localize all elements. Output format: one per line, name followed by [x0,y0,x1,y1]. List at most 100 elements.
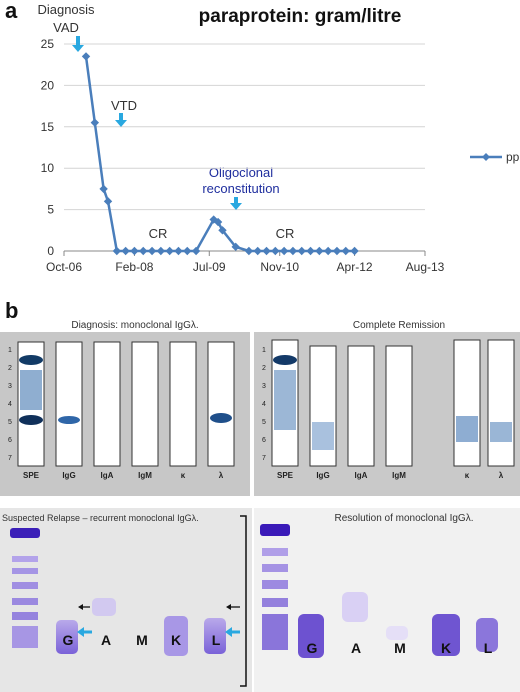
gel-resolution-caption: Resolution of monoclonal IgGλ. [334,513,474,524]
data-point [297,246,306,256]
x-tick-label: Oct-06 [46,260,82,274]
gel-remission-ladder: 1 2 3 4 5 6 7 [262,347,266,462]
data-point [262,246,271,256]
lane-label-kappa: κ [180,471,186,480]
lane-label-g: G [306,640,318,656]
data-point [191,246,201,256]
y-tick-label: 20 [41,78,55,92]
data-point [288,246,298,256]
band-g [298,614,324,658]
data-point [121,246,130,256]
data-point [244,246,254,256]
lane-igm [131,341,159,467]
lane-label-a: A [100,632,112,648]
ladder-mark-6: 6 [262,437,266,444]
y-tick-label: 0 [47,244,54,258]
lane-lambda [487,339,515,467]
band-k [164,616,188,656]
gel-complete-remission: Complete Remission 1 2 3 4 5 6 7 SPE IgG… [254,318,520,496]
arrow-vtd-icon [115,113,127,127]
annotation-vtd: VTD [111,98,137,113]
gel-diagnosis-caption: Diagnosis: monoclonal IgGλ. [71,320,199,331]
ladder-mark-4: 4 [262,401,266,408]
data-point [271,246,280,256]
band-a [342,592,368,622]
x-tick-label: Feb-08 [115,260,153,274]
lane-label-l: L [211,632,221,648]
x-tick-label: Nov-10 [260,260,299,274]
ladder-mark-7: 7 [262,455,266,462]
data-point [156,246,166,256]
data-point [147,246,157,256]
band-m [386,626,408,640]
annotation-cr-2: CR [276,226,295,241]
lane-label-k: K [170,632,182,648]
data-point [139,246,148,256]
data-point [90,118,100,127]
gel-remission-caption: Complete Remission [352,320,446,331]
lane-igm [385,345,413,467]
gel-diagnosis: Diagnosis: monoclonal IgGλ. 1 2 3 4 5 6 … [0,318,250,496]
data-point [279,246,289,256]
ladder-mark-6: 6 [8,437,12,444]
ladder-mark-2: 2 [262,365,266,372]
annotation-reconstitution: reconstitution [202,181,279,196]
ladder-mark-1: 1 [8,347,12,354]
lane-label-iga: IgA [100,471,114,480]
band-l [204,618,226,654]
panel-letter-b: b [5,298,19,323]
y-tick-label: 5 [47,203,54,217]
lane-label-a: A [350,640,362,656]
data-point [165,246,174,256]
ladder-mark-5: 5 [262,419,266,426]
x-tick-label: Aug-13 [406,260,445,274]
x-tick-label: Apr-12 [337,260,373,274]
lane-label-igg: IgG [316,471,330,480]
arrow-blue-g-icon [77,627,92,637]
lane-kappa [169,341,197,467]
lane-label-kappa: κ [464,471,470,480]
chart-title: paraprotein: gram/litre [199,6,402,27]
lane-label-spe: SPE [22,471,39,480]
x-tick-label: Jul-09 [193,260,226,274]
data-point [183,246,192,256]
ladder-mark-3: 3 [262,383,266,390]
panel-letter-a: a [5,0,18,23]
legend-marker [482,153,490,161]
data-point [213,217,223,227]
data-point [174,246,183,256]
band-k [432,614,460,656]
ladder-mark-1: 1 [262,347,266,354]
paraprotein-line-chart: paraprotein: gram/litre Diagnosis VAD VT… [37,2,520,274]
ladder-mark-5: 5 [8,419,12,426]
data-point [81,52,91,61]
y-tick-label: 25 [41,37,55,51]
data-point [99,184,108,194]
gel-relapse-caption: Suspected Relapse – recurrent monoclonal… [2,513,199,523]
data-point [323,246,333,256]
data-point [112,246,122,256]
lane-label-igg: IgG [62,471,76,480]
lane-label-lambda: λ [498,471,504,480]
data-point [231,242,240,252]
band-g [56,620,78,654]
legend-label: pp [506,150,520,164]
annotation-diagnosis: Diagnosis [37,2,95,17]
lane-iga [93,341,121,467]
data-point [350,246,359,256]
gel-diagnosis-ladder: 1 2 3 4 5 6 7 [8,347,12,462]
data-point [103,197,113,206]
y-tick-label: 15 [41,120,55,134]
lane-label-m: M [394,640,406,656]
lane-label-g: G [62,632,74,648]
arrow-blue-l-icon [225,627,240,637]
arrow-vad-icon [72,36,84,52]
data-point [332,246,342,256]
data-point [306,246,315,256]
gel-resolution: Resolution of monoclonal IgGλ. G A M K L [254,508,520,692]
lane-label-k: K [440,640,452,656]
ladder-mark-4: 4 [8,401,12,408]
ladder-mark-7: 7 [8,455,12,462]
lane-label-lambda: λ [218,471,224,480]
lane-label-igm: IgM [392,471,406,480]
